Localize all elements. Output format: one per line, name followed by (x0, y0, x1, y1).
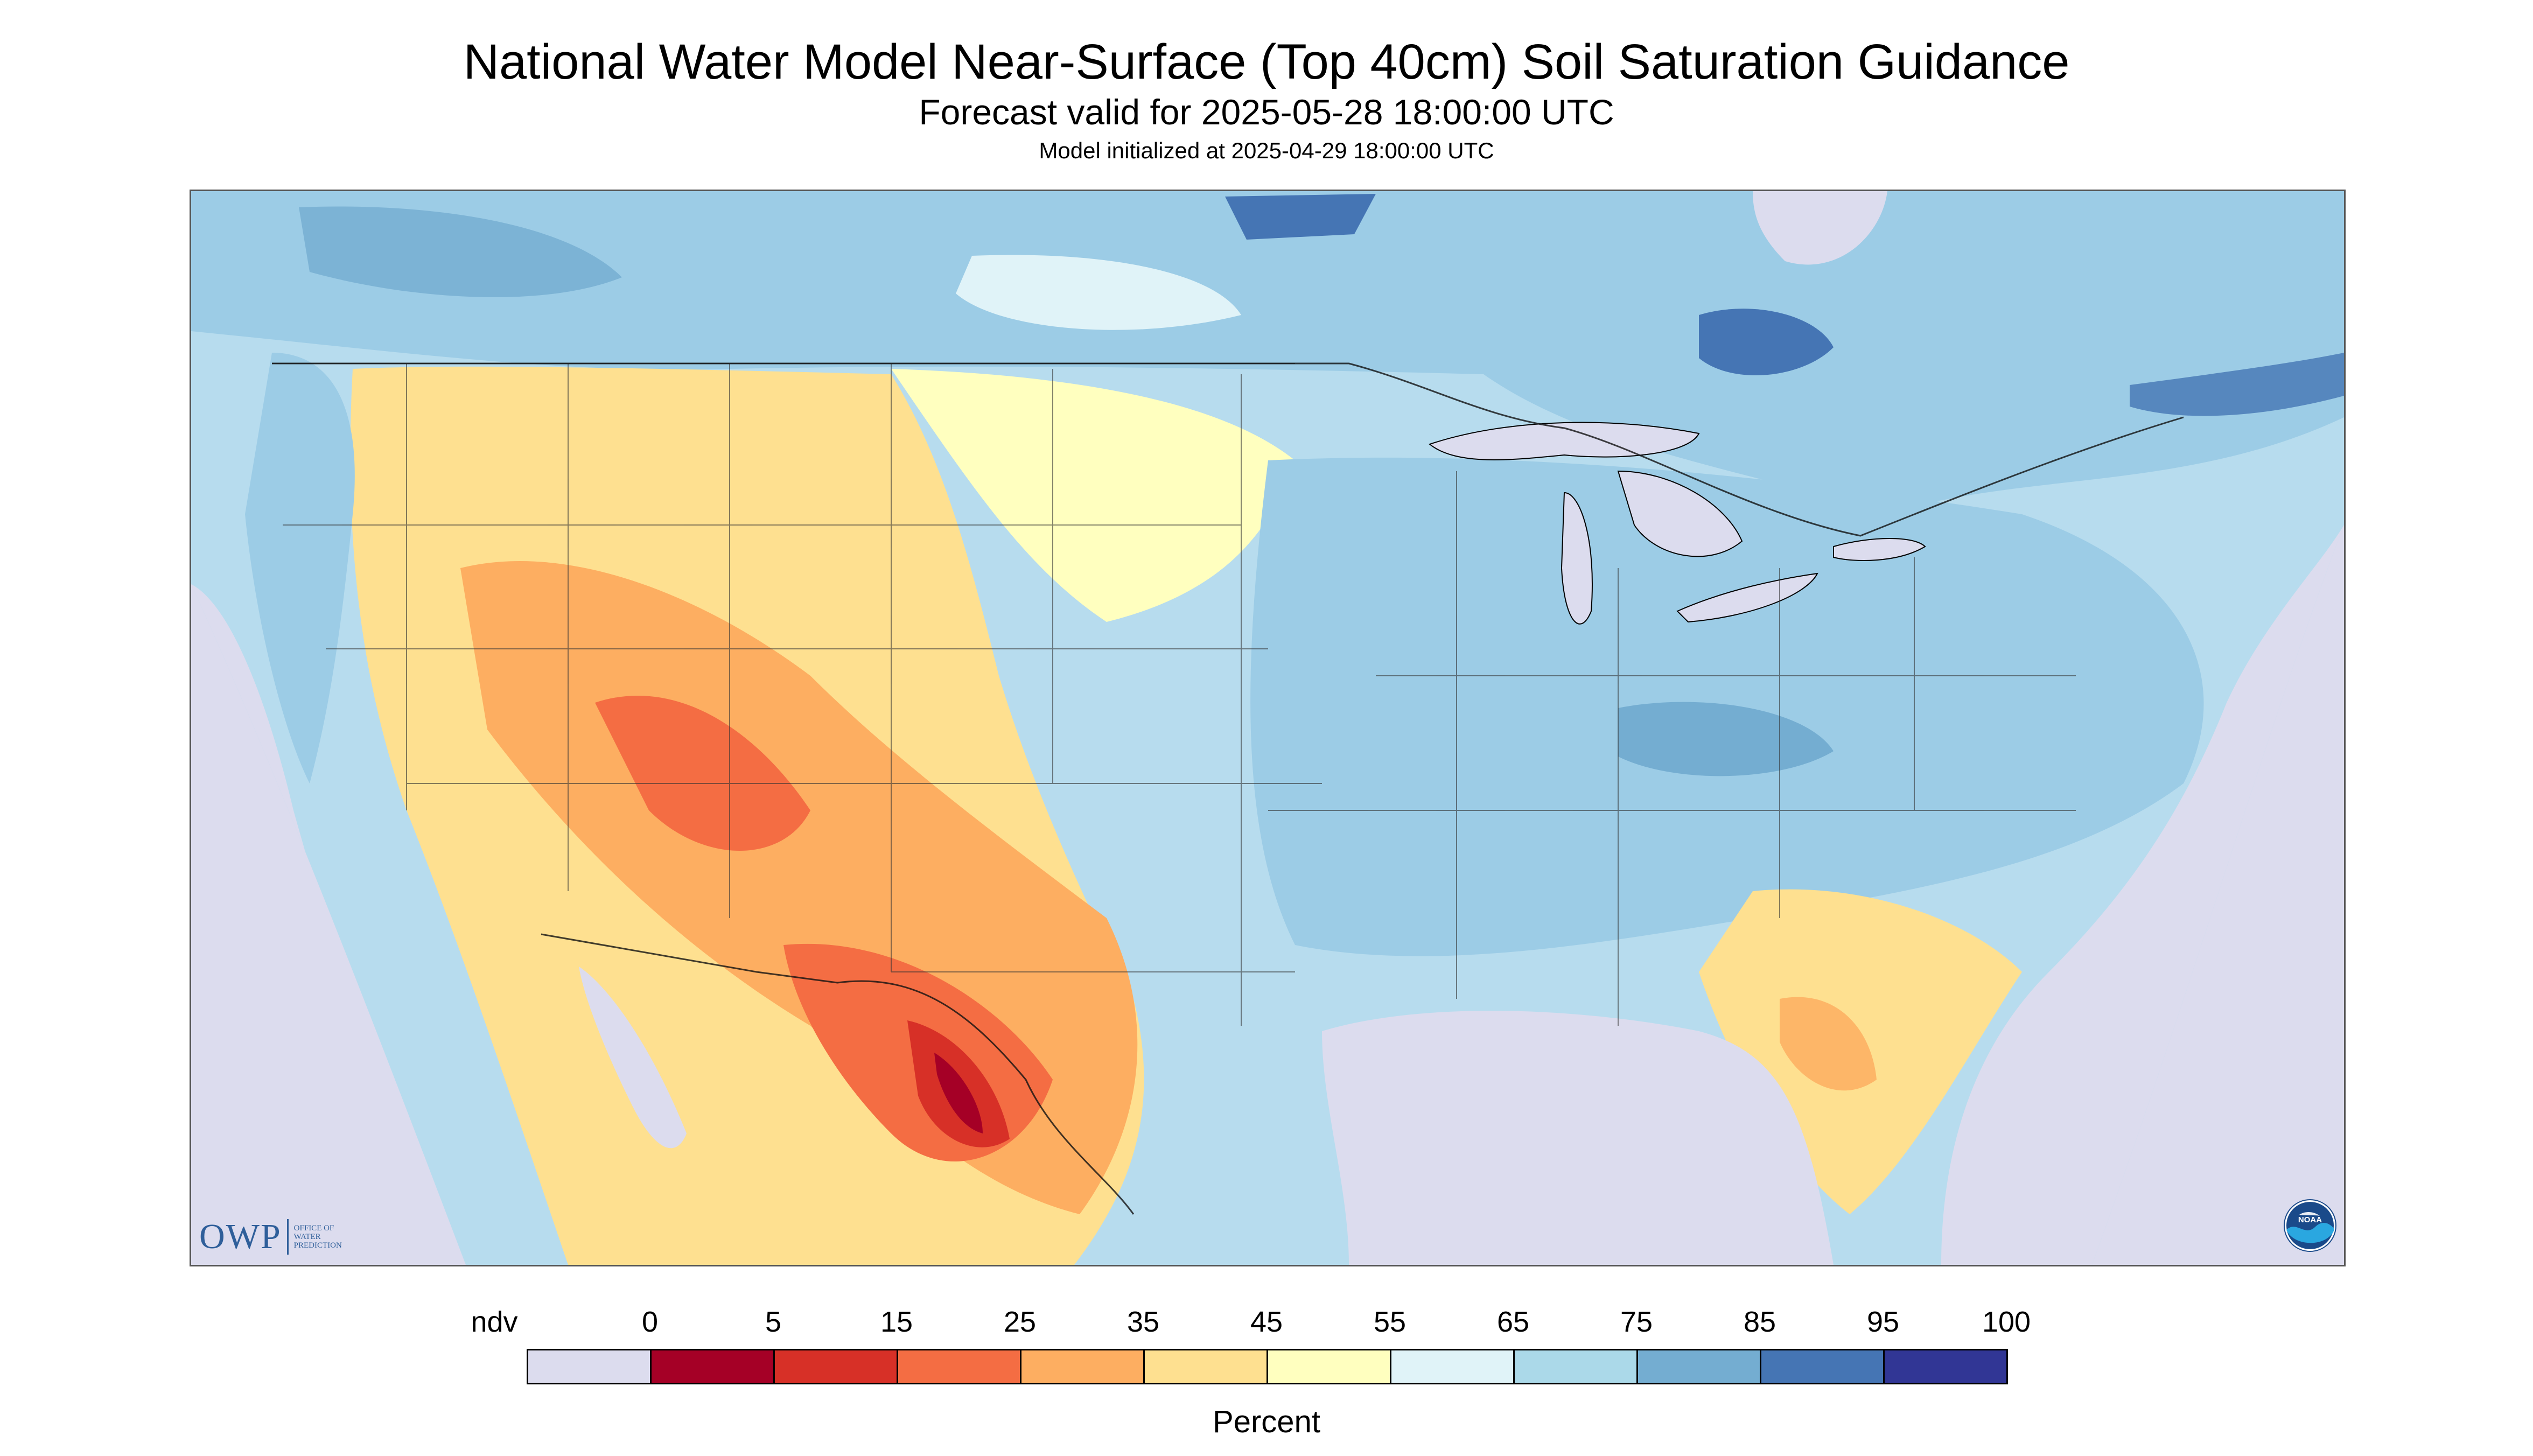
gulf-of-california (579, 967, 687, 1149)
colorbar-bin-85-95 (1760, 1349, 1885, 1384)
colorbar-bin-nodata (527, 1349, 652, 1384)
colorbar-tick-label: 15 (880, 1306, 913, 1338)
map-canvas (191, 191, 2344, 1265)
colorbar-bin-25-35 (1020, 1349, 1145, 1384)
colorbar-nodata-label: ndv (471, 1306, 518, 1338)
colorbar-unit-label: Percent (1213, 1404, 1320, 1439)
florida-orange-patch (1780, 997, 1877, 1091)
owp-logo-words: OFFICE OF WATER PREDICTION (293, 1224, 342, 1250)
international-borders (272, 362, 2184, 1215)
colorbar-tick-label: 35 (1126, 1306, 1160, 1338)
noaa-logo-icon: NOAA (2284, 1199, 2336, 1252)
lake-ontario (1833, 538, 1926, 561)
colorbar-bin-5-15 (773, 1349, 898, 1384)
colorbar-tick-label: 95 (1866, 1306, 1900, 1338)
colorbar-tick-label: 5 (765, 1306, 782, 1338)
lake-erie (1676, 572, 1818, 623)
map-title: National Water Model Near-Surface (Top 4… (463, 34, 2070, 89)
colorbar-bin-75-85 (1636, 1349, 1761, 1384)
owp-logo-letters: OWP (199, 1217, 282, 1256)
canada-very-wet-1 (1225, 194, 1376, 240)
forecast-valid-subtitle: Forecast valid for 2025-05-28 18:00:00 U… (919, 92, 1614, 132)
model-init-text: Model initialized at 2025-04-29 18:00:00… (1039, 138, 1494, 163)
canada-wet-patch (299, 206, 622, 298)
colorbar-bin-65-75 (1513, 1349, 1638, 1384)
canada-moist-region (191, 191, 2344, 514)
colorbar-bin-15-25 (897, 1349, 1021, 1384)
colorbar-bin-45-55 (1266, 1349, 1391, 1384)
canada-dry-patch (956, 255, 1241, 330)
colorbar-tick-label: 45 (1250, 1306, 1283, 1338)
canada-very-wet-2 (1699, 309, 1834, 376)
pacific-coast-moist (245, 353, 355, 783)
colorbar-tick-label: 75 (1620, 1306, 1653, 1338)
lake-michigan (1561, 492, 1593, 625)
mexico-darkred-core (934, 1053, 983, 1133)
owp-logo: OWP OFFICE OF WATER PREDICTION (199, 1218, 342, 1256)
gulf-of-mexico (1322, 1011, 1834, 1265)
noaa-logo: NOAA (2283, 1199, 2337, 1255)
noaa-logo-text: NOAA (2298, 1215, 2322, 1224)
lake-huron (1617, 470, 1743, 557)
canada-very-wet-3 (2130, 353, 2344, 416)
colorbar-bin-35-45 (1143, 1349, 1268, 1384)
colorbar-tick-label: 65 (1496, 1306, 1530, 1338)
colorbar-tick-label: 0 (641, 1306, 659, 1338)
soil-saturation-map[interactable] (190, 190, 2346, 1266)
colorbar-tick-label: 55 (1373, 1306, 1407, 1338)
colorbar-bin-95-100 (1883, 1349, 2008, 1384)
colorbar-bin-0-5 (650, 1349, 775, 1384)
colorbar-tick-label: 25 (1003, 1306, 1037, 1338)
hudson-bay-edge (1753, 191, 1887, 265)
colorbar-tick-label: 100 (1982, 1306, 2031, 1338)
owp-logo-divider (286, 1219, 289, 1255)
plains-yellow-band (891, 369, 1295, 622)
colorbar-bin-55-65 (1390, 1349, 1515, 1384)
colorbar-tick-label: 85 (1743, 1306, 1776, 1338)
